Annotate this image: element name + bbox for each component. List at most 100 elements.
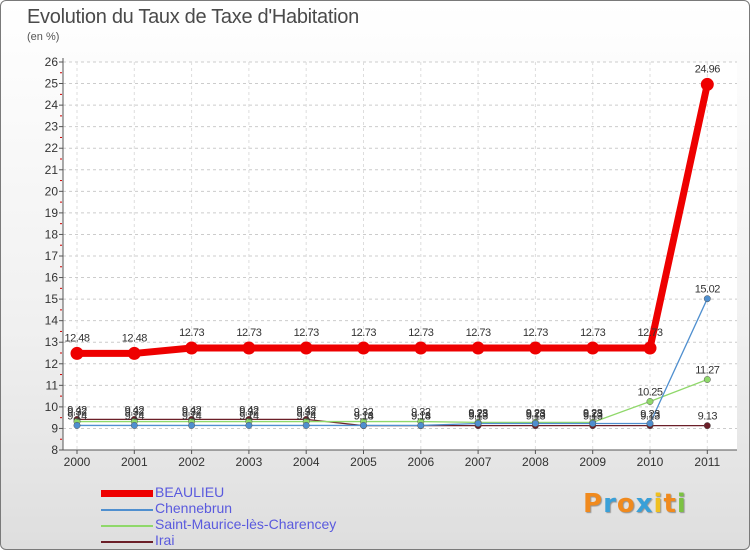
data-label-chennebrun: 9.14	[182, 410, 202, 422]
series-line-beaulieu	[77, 83, 711, 357]
data-point-chennebrun	[302, 421, 310, 429]
data-label-beaulieu: 12.48	[64, 332, 89, 344]
data-label-beaulieu: 12.73	[637, 327, 662, 339]
data-point-chennebrun	[130, 421, 138, 429]
data-label-irai: 9.13	[354, 411, 374, 423]
legend-item-beaulieu: BEAULIEU	[101, 484, 401, 502]
data-label-chennebrun: 9.23	[640, 408, 660, 420]
chart-title: Evolution du Taux de Taxe d'Habitation	[27, 6, 359, 28]
y-tick-label: 12	[45, 357, 59, 371]
y-tick-label: 15	[45, 292, 59, 306]
y-tick-label: 24	[45, 98, 59, 112]
data-point-beaulieu	[70, 346, 84, 360]
data-label-saint-maurice-l-s-charencey: 9.32	[296, 407, 316, 419]
data-point-beaulieu	[528, 341, 542, 355]
data-point-chennebrun	[188, 421, 196, 429]
data-point-beaulieu	[299, 341, 313, 355]
data-point-chennebrun	[589, 420, 597, 427]
data-point-beaulieu	[700, 77, 714, 91]
data-label-beaulieu: 12.73	[523, 327, 548, 339]
legend-swatch-beaulieu	[101, 490, 153, 497]
y-tick-label: 17	[45, 249, 59, 263]
data-point-beaulieu	[242, 341, 256, 355]
y-tick-label: 19	[45, 206, 59, 220]
y-tick-label: 10	[45, 400, 59, 414]
data-label-beaulieu: 24.96	[695, 63, 720, 75]
x-tick-label: 2007	[465, 455, 492, 469]
data-label-saint-maurice-l-s-charencey: 9.32	[354, 407, 374, 419]
legend-swatch-chennebrun	[101, 509, 153, 511]
y-tick-label: 13	[45, 335, 59, 349]
y-tick-label: 22	[45, 141, 59, 155]
data-point-chennebrun	[646, 420, 654, 427]
data-label-irai: 9.13	[411, 411, 431, 423]
data-point-chennebrun	[360, 421, 367, 429]
x-tick-label: 2011	[694, 455, 720, 469]
x-tick-label: 2009	[579, 455, 606, 469]
data-label-chennebrun: 9.14	[125, 410, 145, 422]
legend-swatch-saint-maurice	[101, 525, 153, 527]
y-tick-label: 25	[45, 77, 59, 91]
data-label-irai: 9.42	[125, 404, 145, 416]
data-label-beaulieu: 12.73	[466, 327, 491, 339]
legend-label-chennebrun: Chennebrun	[155, 500, 233, 516]
data-label-irai: 9.42	[239, 404, 259, 416]
data-label-chennebrun: 9.23	[468, 408, 488, 420]
legend-swatch-irai	[101, 541, 153, 543]
data-label-irai: 9.13	[468, 411, 488, 423]
data-label-irai: 9.13	[583, 411, 603, 423]
legend-item-saint-maurice: Saint-Maurice-lès-Charencey	[101, 516, 401, 534]
chart-unit: (en %)	[27, 31, 60, 43]
data-label-chennebrun: 9.14	[239, 410, 259, 422]
data-point-beaulieu	[586, 341, 600, 355]
data-label-saint-maurice-l-s-charencey: 9.32	[67, 407, 87, 419]
data-label-beaulieu: 12.73	[351, 327, 376, 339]
y-tick-label: 20	[45, 184, 59, 198]
data-label-saint-maurice-l-s-charencey: 9.32	[239, 407, 259, 419]
y-tick-label: 21	[45, 163, 59, 177]
data-point-beaulieu	[643, 341, 657, 355]
data-label-saint-maurice-l-s-charencey: 9.28	[468, 407, 488, 419]
data-label-saint-maurice-l-s-charencey: 9.28	[583, 407, 603, 419]
x-tick-label: 2005	[350, 455, 377, 469]
y-tick-label: 8	[51, 443, 58, 457]
data-label-irai: 9.42	[67, 404, 87, 416]
logo-letter: P	[583, 489, 604, 519]
data-point-beaulieu	[357, 341, 370, 355]
x-tick-label: 2010	[637, 455, 664, 469]
x-tick-label: 2006	[407, 455, 434, 469]
data-point-irai	[703, 422, 711, 430]
data-point-beaulieu	[414, 341, 428, 355]
legend-label-irai: Irai	[155, 532, 175, 548]
data-label-beaulieu: 12.73	[236, 327, 261, 339]
y-tick-label: 26	[45, 55, 59, 69]
data-point-chennebrun	[474, 420, 482, 427]
data-label-beaulieu: 12.48	[122, 332, 147, 344]
proxiti-logo: Proxiti	[583, 489, 687, 519]
data-label-irai: 9.13	[698, 411, 718, 423]
x-tick-label: 2001	[121, 455, 148, 469]
data-label-saint-maurice-l-s-charencey: 9.32	[411, 407, 431, 419]
data-point-beaulieu	[185, 341, 199, 355]
data-point-chennebrun	[245, 421, 253, 429]
data-point-chennebrun	[703, 295, 711, 303]
data-point-saint-maurice-l-s-charencey	[703, 376, 711, 383]
data-label-chennebrun: 9.14	[411, 410, 431, 422]
x-tick-label: 2003	[236, 455, 263, 469]
logo-letter: x	[635, 489, 654, 519]
legend-label-saint-maurice: Saint-Maurice-lès-Charencey	[155, 516, 337, 532]
data-point-beaulieu	[127, 346, 141, 360]
logo-letter: r	[603, 489, 617, 519]
data-label-chennebrun: 9.23	[526, 408, 546, 420]
data-label-irai: 9.13	[640, 411, 660, 423]
data-label-chennebrun: 9.14	[67, 410, 87, 422]
data-label-beaulieu: 12.73	[294, 327, 319, 339]
data-label-saint-maurice-l-s-charencey: 10.25	[637, 387, 662, 399]
logo-letter: i	[653, 489, 664, 519]
y-tick-label: 9	[51, 421, 58, 435]
x-tick-label: 2002	[178, 455, 205, 469]
data-label-beaulieu: 12.73	[580, 327, 605, 339]
data-label-irai: 9.42	[182, 404, 202, 416]
